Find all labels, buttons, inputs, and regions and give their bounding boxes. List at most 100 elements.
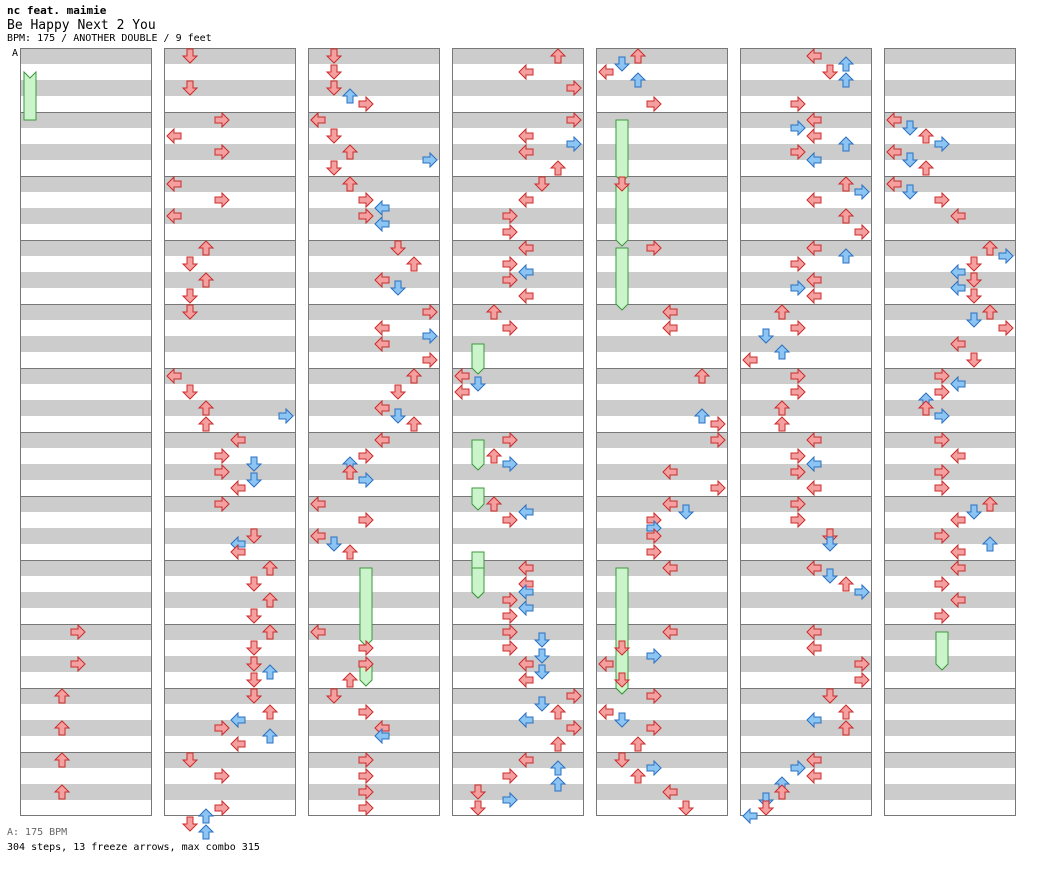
beat-stripe (452, 272, 584, 288)
step-arrow-left (518, 287, 534, 305)
beat-stripe (740, 432, 872, 448)
beat-stripe (452, 624, 584, 640)
beat-stripe (596, 688, 728, 704)
step-arrow-down (469, 784, 487, 800)
beat-stripe (164, 688, 296, 704)
step-arrow-up (917, 400, 935, 416)
step-arrow-right (854, 655, 870, 673)
beat-stripe (884, 240, 1016, 256)
step-arrow-up (629, 736, 647, 752)
beat-stripe (308, 336, 440, 352)
beat-stripe (884, 368, 1016, 384)
step-arrow-right (790, 447, 806, 465)
step-arrow-right (358, 783, 374, 801)
step-arrow-right (790, 319, 806, 337)
freeze-arrow (615, 567, 629, 695)
beat-stripe (740, 784, 872, 800)
beat-stripe (20, 720, 152, 736)
beat-stripe (596, 592, 728, 608)
beat-stripe (308, 144, 440, 160)
beat-stripe (596, 112, 728, 128)
beat-stripe (308, 656, 440, 672)
step-arrow-right (502, 455, 518, 473)
step-arrow-right (790, 119, 806, 137)
step-arrow-down (757, 328, 775, 344)
step-arrow-right (854, 223, 870, 241)
step-arrow-left (950, 375, 966, 393)
step-arrow-up (261, 664, 279, 680)
step-arrow-right (790, 367, 806, 385)
beat-stripe (884, 432, 1016, 448)
step-arrow-up (773, 784, 791, 800)
step-arrow-down (469, 376, 487, 392)
step-arrow-left (310, 527, 326, 545)
beat-stripe (884, 176, 1016, 192)
freeze-arrow (471, 439, 485, 471)
beat-stripe (452, 784, 584, 800)
step-arrow-left (662, 623, 678, 641)
beat-stripe (164, 272, 296, 288)
step-arrow-right (710, 431, 726, 449)
beat-stripe (452, 432, 584, 448)
step-arrow-left (374, 215, 390, 233)
beat-stripe (308, 720, 440, 736)
step-arrow-up (837, 56, 855, 72)
step-arrow-left (230, 711, 246, 729)
beat-stripe (740, 144, 872, 160)
beat-stripe (20, 464, 152, 480)
beat-stripe (164, 240, 296, 256)
step-arrow-right (646, 527, 662, 545)
step-arrow-up (197, 808, 215, 824)
step-arrow-left (662, 783, 678, 801)
step-arrow-left (806, 711, 822, 729)
step-arrow-up (837, 176, 855, 192)
beat-stripe (740, 272, 872, 288)
step-arrow-down (181, 48, 199, 64)
step-arrow-up (629, 72, 647, 88)
step-arrow-down (181, 288, 199, 304)
beat-stripe (308, 784, 440, 800)
step-arrow-left (598, 655, 614, 673)
step-arrow-right (214, 495, 230, 513)
step-arrow-left (518, 751, 534, 769)
beat-stripe (164, 464, 296, 480)
beat-stripe (308, 688, 440, 704)
step-arrow-right (502, 431, 518, 449)
step-arrow-right (358, 799, 374, 817)
beat-stripe (884, 336, 1016, 352)
step-arrow-right (566, 687, 582, 705)
beat-stripe (596, 464, 728, 480)
step-arrow-down (901, 120, 919, 136)
step-arrow-up (837, 576, 855, 592)
beat-stripe (740, 112, 872, 128)
beat-stripe (20, 144, 152, 160)
step-arrow-right (934, 463, 950, 481)
step-arrow-left (806, 623, 822, 641)
step-arrow-down (325, 536, 343, 552)
step-arrow-down (821, 536, 839, 552)
step-arrow-up (837, 720, 855, 736)
step-arrow-down (325, 688, 343, 704)
step-arrow-down (533, 696, 551, 712)
step-arrow-right (214, 799, 230, 817)
step-arrow-left (518, 127, 534, 145)
beat-stripe (308, 496, 440, 512)
step-arrow-right (502, 271, 518, 289)
beat-stripe (596, 784, 728, 800)
step-arrow-up (773, 304, 791, 320)
step-arrow-right (790, 255, 806, 273)
step-arrow-left (374, 271, 390, 289)
beat-stripe (164, 112, 296, 128)
step-arrow-down (677, 504, 695, 520)
step-arrow-right (214, 767, 230, 785)
beat-stripe (20, 400, 152, 416)
step-arrow-down (613, 640, 631, 656)
step-arrow-left (806, 767, 822, 785)
step-arrow-right (502, 207, 518, 225)
beat-stripe (20, 272, 152, 288)
beat-stripe (596, 304, 728, 320)
beat-stripe (164, 560, 296, 576)
beat-stripe (596, 176, 728, 192)
step-arrow-left (374, 431, 390, 449)
